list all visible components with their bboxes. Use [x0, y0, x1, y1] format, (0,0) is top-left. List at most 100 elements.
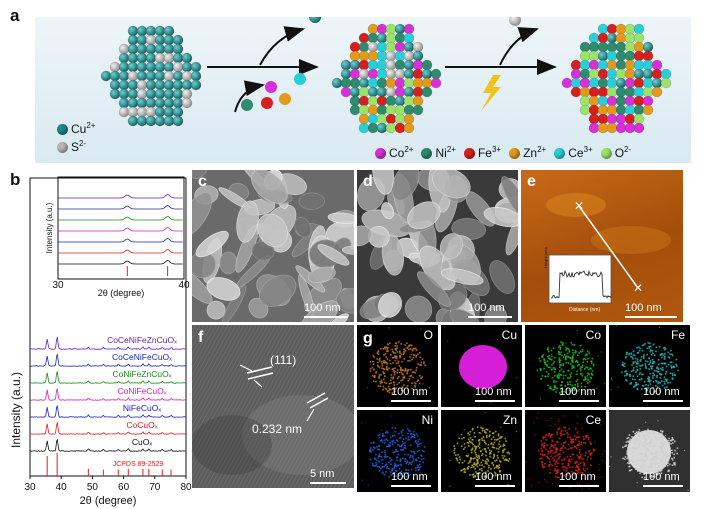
atom: [163, 52, 175, 64]
atom: [403, 122, 415, 134]
scale-label: 100 nm: [643, 471, 680, 483]
ion-name: Cu: [71, 122, 87, 136]
series-label: CoCuOₓ: [126, 420, 157, 430]
atom: [109, 88, 121, 100]
atom: [403, 77, 415, 89]
main-frame: [29, 177, 187, 477]
atom: [412, 95, 424, 107]
atom: [376, 95, 388, 107]
ce-ion-icon: [554, 148, 566, 160]
atom: [181, 88, 193, 100]
atom: [154, 70, 166, 82]
atom: [127, 79, 139, 91]
sem-image-d: d 100 nm: [357, 170, 518, 322]
series-label: CoCeNiFeCuOₓ: [112, 352, 172, 362]
atom: [606, 50, 618, 62]
atom: [597, 122, 609, 134]
atom: [597, 86, 609, 98]
atom: [127, 52, 139, 64]
atom: [340, 59, 352, 71]
legend-ion-ce: Ce3+: [554, 145, 593, 160]
atom: [588, 113, 600, 125]
atom: [588, 122, 600, 134]
atom: [145, 25, 157, 37]
atom: [127, 115, 139, 127]
atom: [606, 32, 618, 44]
x-axis-label: 2θ (degree): [80, 495, 137, 507]
eds-signal: [525, 412, 606, 492]
cuxs-nanoparticle: [100, 25, 202, 127]
scale-bar: [475, 400, 515, 402]
atom: [376, 59, 388, 71]
atom: [340, 77, 352, 89]
eds-maps: O 100 nm Cu 100 nm Co 100 nm Fe 100 nm Ni 100 nm Z…: [357, 325, 691, 495]
atom: [642, 77, 654, 89]
atom: [385, 41, 397, 53]
scale-label: 100 nm: [304, 302, 341, 314]
xrd-series-line: [29, 388, 187, 401]
atom: [651, 68, 663, 80]
lattice-texture: [192, 325, 354, 488]
eds-map-co: Co 100 nm: [525, 325, 606, 407]
height-profile-inset: [548, 254, 612, 304]
atom: [349, 95, 361, 107]
x-tick-label: 30: [24, 482, 36, 493]
atom: [597, 77, 609, 89]
ion-charge: 3+: [583, 145, 593, 154]
element-label: Ce: [585, 413, 601, 427]
atom: [376, 86, 388, 98]
atom: [349, 86, 361, 98]
atom: [118, 61, 130, 73]
atom: [136, 25, 148, 37]
series-label: CoNiFeCuOₓ: [117, 386, 166, 396]
ion-name: Zn: [523, 146, 538, 160]
atom: [181, 61, 193, 73]
atom: [136, 61, 148, 73]
x-tick-label: 60: [118, 482, 130, 493]
atom: [172, 79, 184, 91]
atom: [367, 50, 379, 62]
atom: [358, 68, 370, 80]
ion-name: Co: [389, 146, 405, 160]
atom: [358, 122, 370, 134]
atom: [172, 88, 184, 100]
atom: [606, 113, 618, 125]
released-s-ion: [509, 14, 521, 26]
intermediate-nanoparticle: [331, 23, 442, 134]
xrd-series-line: [29, 405, 187, 418]
atom: [597, 95, 609, 107]
atom: [145, 79, 157, 91]
atom: [385, 95, 397, 107]
panel-label-a: a: [10, 6, 20, 25]
atom: [145, 34, 157, 46]
atom: [190, 61, 202, 73]
atom: [154, 34, 166, 46]
legend-ion-co: Co2+: [375, 145, 413, 160]
atom: [154, 115, 166, 127]
atom: [367, 77, 379, 89]
co-ion-icon: [375, 148, 386, 160]
atom: [597, 104, 609, 116]
atom: [421, 59, 433, 71]
atom: [403, 23, 415, 35]
atom: [403, 59, 415, 71]
atom: [376, 68, 388, 80]
scale-label: 100 nm: [475, 471, 512, 483]
atom: [145, 52, 157, 64]
atom: [561, 77, 573, 89]
xrd-series-line: [29, 422, 186, 435]
sem-image-c: c 100 nm: [192, 170, 354, 322]
inset-series-line: [58, 194, 183, 199]
atom: [579, 104, 591, 116]
xrd-series-line: [29, 337, 187, 350]
atom: [597, 23, 609, 35]
element-label: Ni: [421, 413, 433, 427]
atom: [597, 68, 609, 80]
ion-charge: 2+: [86, 121, 96, 130]
atom: [579, 41, 591, 53]
atom: [624, 104, 636, 116]
atom: [154, 88, 166, 100]
atom: [394, 95, 406, 107]
atom: [394, 32, 406, 44]
atom: [633, 68, 645, 80]
